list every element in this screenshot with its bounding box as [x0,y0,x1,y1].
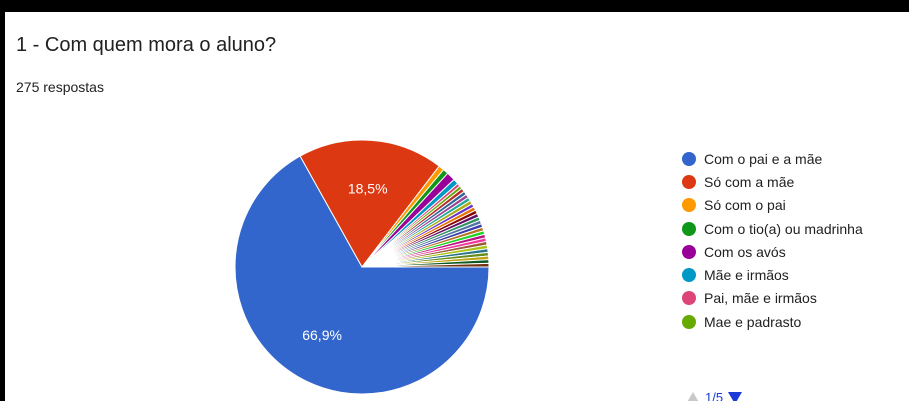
pie-data-label: 18,5% [348,181,388,197]
legend-swatch-icon [682,268,696,283]
legend-item[interactable]: Com o tio(a) ou madrinha [682,217,909,240]
previous-page-icon[interactable] [686,391,700,401]
legend-swatch-icon [682,291,696,306]
legend-label: Só com a mãe [704,173,795,190]
legend-label: Só com o pai [704,197,786,214]
legend-swatch-icon [682,221,696,236]
pager-label: 1/5 [705,390,724,401]
legend-item[interactable]: Com o pai e a mãe [682,147,909,170]
pie-slice-0[interactable] [234,155,490,395]
legend-swatch-icon [682,198,696,213]
legend-label: Com o pai e a mãe [704,150,823,167]
pie-slice-1[interactable] [299,139,440,268]
legend-label: Com os avós [704,243,786,260]
legend-pager: 1/5 [686,390,743,401]
legend-item[interactable]: Com os avós [682,240,909,263]
pie-slice-other-22[interactable] [361,262,490,268]
chart-legend: Com o pai e a mãe Só com a mãe Só com o pa… [682,147,909,333]
question-title: 1 - Com quem mora o aluno? [16,34,277,56]
legend-item[interactable]: Pai, mãe e irmãos [682,287,909,310]
next-page-icon[interactable] [728,391,743,401]
legend-swatch-icon [682,151,696,166]
chart-card: 1 - Com quem mora o aluno? 275 respostas… [5,12,909,401]
response-count: 275 respostas [16,79,104,95]
legend-label: Pai, mãe e irmãos [704,290,817,307]
legend-label: Mae e padrasto [704,313,802,330]
pie-data-label: 66,9% [302,327,342,343]
legend-label: Mãe e irmãos [704,267,789,284]
legend-item[interactable]: Mãe e irmãos [682,263,909,286]
legend-item[interactable]: Mae e padrasto [682,310,909,333]
legend-item[interactable]: Só com o pai [682,194,909,217]
legend-item[interactable]: Só com a mãe [682,170,909,193]
pie-chart: 66,9% 18,5% [234,139,490,395]
legend-swatch-icon [682,314,696,329]
legend-swatch-icon [682,244,696,259]
legend-swatch-icon [682,174,696,189]
legend-label: Com o tio(a) ou madrinha [704,220,863,237]
